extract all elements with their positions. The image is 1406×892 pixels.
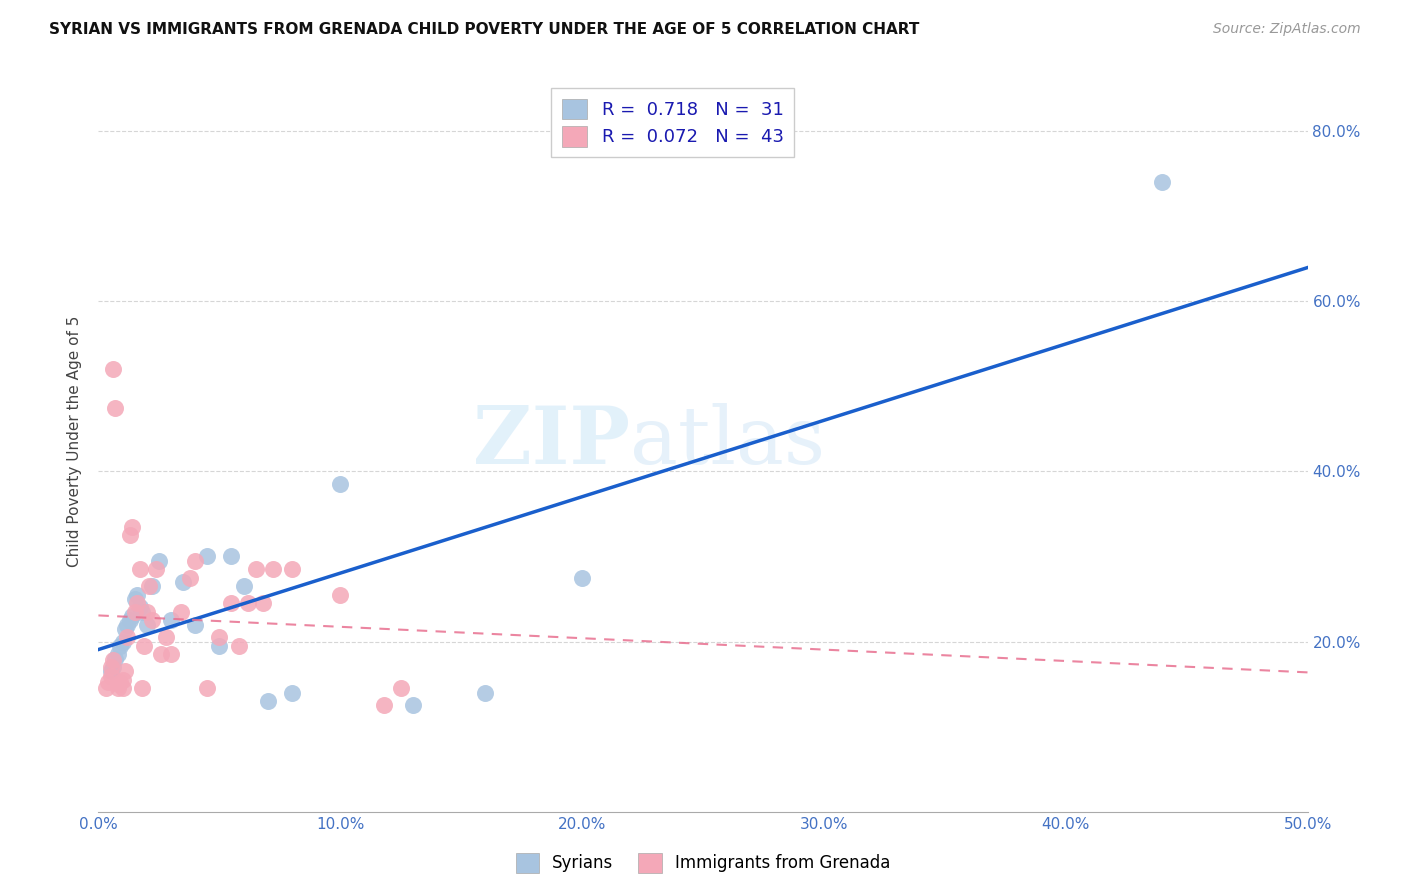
Point xyxy=(94,681,117,696)
Point xyxy=(160,613,183,627)
Point xyxy=(100,665,122,679)
Text: SYRIAN VS IMMIGRANTS FROM GRENADA CHILD POVERTY UNDER THE AGE OF 5 CORRELATION C: SYRIAN VS IMMIGRANTS FROM GRENADA CHILD … xyxy=(49,22,920,37)
Point xyxy=(117,617,139,632)
Point xyxy=(127,596,149,610)
Point xyxy=(128,562,150,576)
Point xyxy=(184,554,207,568)
Point xyxy=(195,549,218,564)
Point xyxy=(145,562,167,576)
Point xyxy=(141,613,163,627)
Point xyxy=(104,651,127,665)
Point xyxy=(232,579,254,593)
Point xyxy=(97,675,120,690)
Text: ZIP: ZIP xyxy=(474,402,630,481)
Point xyxy=(124,591,146,606)
Point xyxy=(101,660,124,674)
Text: atlas: atlas xyxy=(630,402,825,481)
Point xyxy=(221,549,243,564)
Point xyxy=(111,634,134,648)
Point xyxy=(127,588,149,602)
Point xyxy=(389,681,412,696)
Point xyxy=(148,554,170,568)
Point xyxy=(131,605,153,619)
Point xyxy=(128,600,150,615)
Point xyxy=(228,639,250,653)
Point xyxy=(402,698,425,713)
Point xyxy=(118,613,141,627)
Point xyxy=(104,401,127,415)
Point xyxy=(114,665,136,679)
Point xyxy=(100,668,122,682)
Point xyxy=(256,694,278,708)
Point xyxy=(208,630,231,644)
Legend: Syrians, Immigrants from Grenada: Syrians, Immigrants from Grenada xyxy=(509,847,897,880)
Point xyxy=(131,681,153,696)
Point xyxy=(281,562,304,576)
Legend: R =  0.718   N =  31, R =  0.072   N =  43: R = 0.718 N = 31, R = 0.072 N = 43 xyxy=(551,87,794,158)
Point xyxy=(195,681,218,696)
Point xyxy=(101,362,124,376)
Point xyxy=(172,574,194,589)
Point xyxy=(571,571,593,585)
Point xyxy=(252,596,274,610)
Point xyxy=(474,685,496,699)
Point xyxy=(111,673,134,687)
Y-axis label: Child Poverty Under the Age of 5: Child Poverty Under the Age of 5 xyxy=(67,316,83,567)
Point xyxy=(135,617,157,632)
Point xyxy=(117,630,139,644)
Point xyxy=(221,596,243,610)
Point xyxy=(1152,175,1174,189)
Point xyxy=(114,622,136,636)
Point xyxy=(121,609,143,624)
Point xyxy=(107,681,129,696)
Point xyxy=(179,571,201,585)
Point xyxy=(108,639,131,653)
Point xyxy=(101,653,124,667)
Point xyxy=(138,579,160,593)
Point xyxy=(208,639,231,653)
Point xyxy=(184,617,207,632)
Point xyxy=(169,605,191,619)
Point xyxy=(107,648,129,662)
Point xyxy=(108,675,131,690)
Point xyxy=(150,648,173,662)
Point xyxy=(124,605,146,619)
Point xyxy=(121,519,143,533)
Point xyxy=(141,579,163,593)
Point xyxy=(107,677,129,691)
Point xyxy=(111,681,134,696)
Point xyxy=(329,477,352,491)
Point xyxy=(329,588,352,602)
Point xyxy=(373,698,395,713)
Text: Source: ZipAtlas.com: Source: ZipAtlas.com xyxy=(1213,22,1361,37)
Point xyxy=(160,648,183,662)
Point xyxy=(134,639,156,653)
Point xyxy=(245,562,267,576)
Point xyxy=(262,562,284,576)
Point xyxy=(100,660,122,674)
Point xyxy=(155,630,177,644)
Point xyxy=(238,596,260,610)
Point xyxy=(281,685,304,699)
Point xyxy=(135,605,157,619)
Point xyxy=(118,528,141,542)
